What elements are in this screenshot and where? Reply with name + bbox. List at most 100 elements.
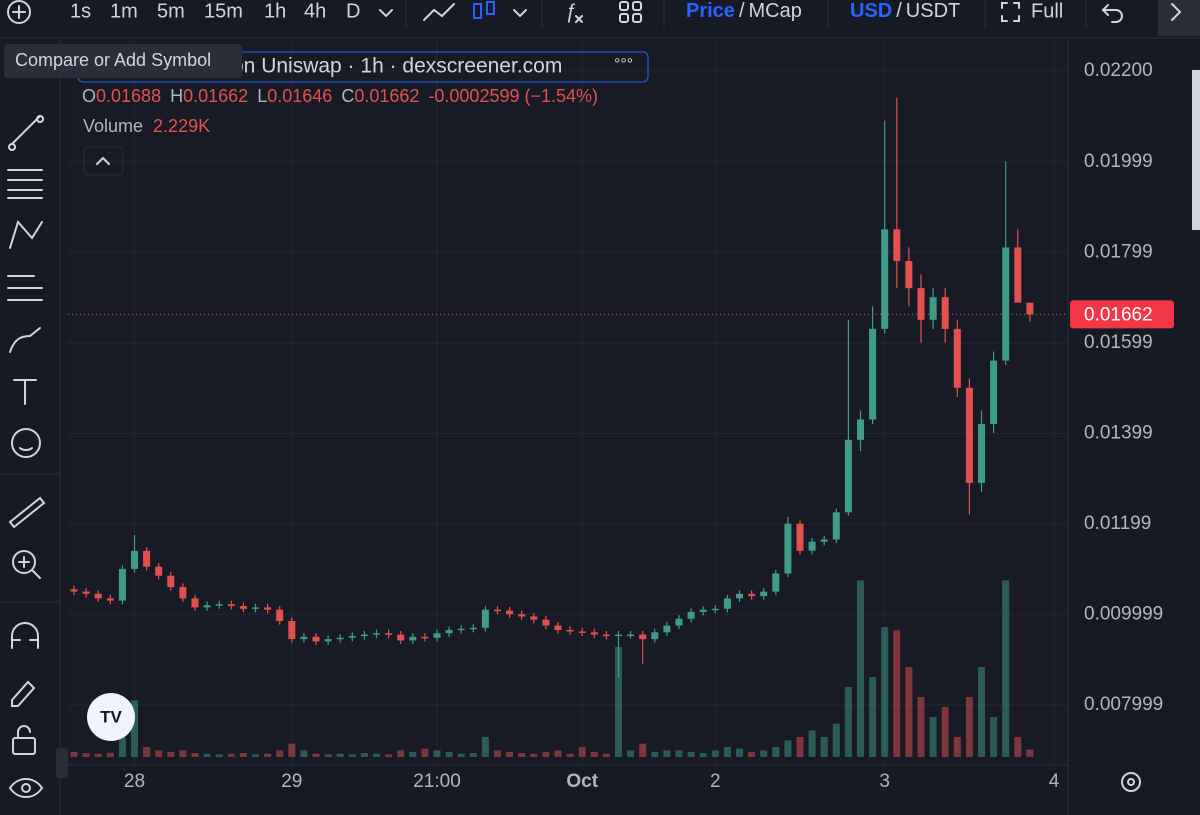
interval-button[interactable]: 1s — [70, 0, 91, 22]
volume-bar — [820, 737, 828, 757]
fullscreen-icon — [1001, 2, 1020, 22]
indicators-button[interactable]: ƒ — [565, 0, 576, 22]
fib-tool[interactable] — [7, 169, 43, 199]
usdt-option[interactable]: USDT — [906, 0, 960, 22]
candle-body — [760, 591, 768, 597]
brush-tool[interactable] — [9, 327, 41, 353]
candle-body — [1014, 247, 1022, 303]
logo-mark: TV — [100, 707, 122, 726]
volume-bar — [953, 737, 961, 757]
top-toolbar — [0, 0, 1200, 38]
candle-body — [651, 632, 659, 640]
volume-bar — [70, 752, 78, 757]
left-toolbar — [0, 40, 60, 815]
next-button[interactable] — [1158, 0, 1200, 36]
line-chart-button[interactable] — [423, 3, 455, 21]
interval-button[interactable]: 1h — [264, 0, 286, 22]
volume-bar — [481, 737, 489, 757]
candle-body — [869, 328, 877, 420]
emoji-tool[interactable] — [11, 428, 41, 458]
interval-button[interactable]: 1m — [110, 0, 138, 22]
ohlc-label: L — [257, 86, 267, 106]
tooltip-text: Compare or Add Symbol — [15, 50, 211, 70]
ohlc-value: 0.01646 — [267, 86, 332, 106]
settings-button[interactable] — [1121, 772, 1141, 792]
volume-bar — [929, 717, 937, 757]
layout-button[interactable] — [619, 1, 642, 23]
x-tick-label: 4 — [1049, 771, 1060, 792]
tradingview-logo[interactable] — [87, 693, 135, 741]
more-button[interactable]: °°° — [614, 56, 633, 73]
volume-bar — [554, 750, 562, 757]
chart-title: on Uniswap · 1h · dexscreener.com — [232, 55, 562, 78]
candle-body — [143, 550, 151, 567]
volume-bar — [917, 697, 925, 757]
interval-button[interactable]: 15m — [204, 0, 243, 22]
candle-body — [530, 616, 538, 620]
interval-button[interactable]: 5m — [157, 0, 185, 22]
candle-body — [965, 387, 973, 483]
candle-body — [457, 628, 465, 631]
candle-body — [953, 328, 961, 388]
candle-body — [687, 611, 695, 619]
emoji-smile — [19, 447, 33, 452]
candle-body — [723, 598, 731, 609]
candle-body — [808, 541, 816, 551]
price-mcap-toggle[interactable]: Price / MCap — [686, 0, 802, 22]
volume-bar — [663, 750, 671, 757]
mcap-option[interactable]: MCap — [749, 0, 802, 22]
candle-body — [155, 566, 163, 576]
ohlc-value: 0.01662 — [183, 86, 248, 106]
marks — [68, 97, 1068, 757]
volume-bar — [1014, 737, 1022, 757]
interval-button[interactable]: D — [346, 0, 360, 22]
change-value: -0.0002599 (−1.54%) — [428, 86, 598, 106]
interval-button[interactable]: 4h — [304, 0, 326, 22]
candle-body — [469, 627, 477, 630]
volume-bar — [167, 752, 175, 757]
volume-bar — [469, 753, 477, 757]
candle-body — [94, 593, 102, 599]
magnet-tool[interactable] — [11, 622, 39, 649]
volume-bar — [494, 750, 501, 757]
candle-body — [796, 523, 804, 551]
undo-button[interactable] — [1101, 4, 1123, 23]
candle-body — [239, 606, 247, 609]
collapse-toolbar-button[interactable] — [56, 748, 68, 778]
candle-body — [675, 618, 683, 626]
prediction-tool[interactable] — [7, 275, 43, 301]
volume-bar — [348, 754, 356, 757]
candle-body — [578, 631, 586, 633]
candle-body — [106, 598, 114, 601]
volume-label: Volume — [83, 116, 143, 136]
usd-option[interactable]: USD — [850, 0, 892, 22]
volume-bar — [336, 753, 344, 757]
lock-drawings-tool[interactable] — [11, 680, 36, 707]
trend-line-tool[interactable] — [8, 115, 45, 151]
price-option[interactable]: Price — [686, 0, 735, 22]
visibility-tool[interactable] — [8, 778, 44, 798]
candle-chart-button[interactable] — [473, 1, 495, 19]
volume-bar — [627, 750, 635, 757]
interval-dropdown[interactable] — [379, 9, 393, 18]
ruler-tool[interactable] — [8, 496, 46, 529]
volume-bar — [530, 753, 538, 757]
volume-bar — [772, 747, 780, 757]
volume-bar — [82, 753, 90, 757]
volume-bar — [651, 752, 659, 757]
volume-bar — [881, 627, 889, 757]
text-tool[interactable] — [13, 379, 37, 405]
pattern-tool[interactable] — [9, 219, 43, 249]
candle-body — [179, 587, 187, 599]
fullscreen-button[interactable]: Full — [1031, 0, 1063, 22]
candle-body — [518, 614, 526, 617]
add-symbol-button[interactable] — [7, 0, 31, 24]
currency-toggle[interactable]: USD / USDT — [850, 0, 960, 22]
zoom-tool[interactable] — [12, 550, 36, 574]
volume-bar — [905, 667, 913, 757]
volume-bar — [1002, 580, 1010, 757]
lock-tool[interactable] — [12, 737, 36, 755]
collapse-legend-button[interactable] — [83, 146, 124, 176]
chart-type-dropdown[interactable] — [513, 9, 527, 18]
candle-body — [590, 632, 598, 635]
